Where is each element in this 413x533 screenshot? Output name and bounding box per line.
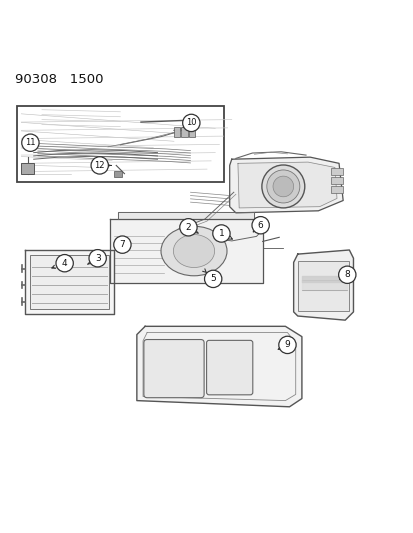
Bar	[330, 168, 342, 175]
Circle shape	[266, 170, 299, 203]
Text: 1: 1	[218, 229, 224, 238]
Bar	[330, 177, 342, 184]
FancyBboxPatch shape	[144, 340, 204, 398]
Circle shape	[56, 255, 73, 272]
Ellipse shape	[173, 235, 214, 268]
Bar	[173, 127, 180, 136]
Text: 2: 2	[185, 223, 191, 232]
Text: 4: 4	[62, 259, 67, 268]
Ellipse shape	[161, 227, 226, 276]
Circle shape	[204, 270, 221, 287]
Polygon shape	[229, 157, 342, 213]
Polygon shape	[293, 250, 353, 320]
Circle shape	[89, 249, 106, 267]
Circle shape	[261, 165, 304, 208]
FancyBboxPatch shape	[206, 341, 252, 395]
Text: 6: 6	[257, 221, 263, 230]
Bar	[188, 127, 195, 136]
Text: 90308   1500: 90308 1500	[15, 74, 103, 86]
Bar	[181, 127, 187, 136]
Bar	[17, 106, 223, 182]
Text: 10: 10	[185, 118, 196, 127]
Circle shape	[338, 266, 355, 284]
Circle shape	[91, 157, 108, 174]
Circle shape	[252, 216, 268, 234]
Polygon shape	[25, 250, 114, 314]
Circle shape	[278, 336, 295, 353]
Circle shape	[22, 134, 39, 151]
Polygon shape	[137, 326, 301, 407]
Text: 12: 12	[94, 161, 105, 170]
Circle shape	[182, 114, 199, 132]
Bar	[114, 171, 122, 177]
Circle shape	[114, 236, 131, 253]
Polygon shape	[118, 212, 254, 219]
Polygon shape	[237, 162, 336, 208]
Polygon shape	[110, 219, 262, 283]
Text: 9: 9	[284, 341, 290, 350]
Bar	[330, 187, 342, 193]
Circle shape	[179, 219, 197, 236]
Text: 11: 11	[25, 138, 36, 147]
FancyBboxPatch shape	[297, 261, 348, 311]
Text: 8: 8	[344, 270, 349, 279]
Text: 5: 5	[210, 274, 216, 284]
Text: 7: 7	[119, 240, 125, 249]
Circle shape	[212, 225, 230, 242]
Bar	[30, 255, 109, 309]
Bar	[21, 163, 33, 174]
Text: 3: 3	[95, 254, 100, 263]
Circle shape	[272, 176, 293, 197]
